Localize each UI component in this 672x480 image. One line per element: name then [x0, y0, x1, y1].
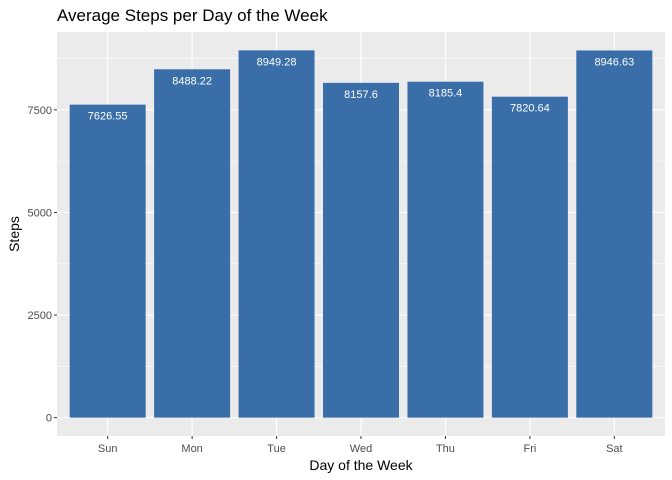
bar-value-label: 8488.22	[172, 75, 212, 87]
chart-title: Average Steps per Day of the Week	[57, 6, 328, 25]
x-tick-label: Wed	[350, 443, 372, 455]
x-tick-label: Fri	[523, 443, 536, 455]
y-tick-label: 2500	[28, 310, 52, 322]
y-axis: 0 2500 5000 7500	[28, 105, 57, 425]
x-tick-label: Mon	[181, 443, 202, 455]
bar-value-label: 7626.55	[88, 111, 128, 123]
bar-thu	[407, 81, 484, 418]
x-axis: Sun Mon Tue Wed Thu Fri Sat	[98, 436, 623, 455]
bar-mon	[154, 69, 231, 418]
bar-value-label: 7820.64	[510, 103, 550, 115]
bar-fri	[491, 96, 568, 418]
y-tick-label: 0	[46, 413, 52, 425]
x-tick-label: Sun	[98, 443, 118, 455]
x-tick-label: Thu	[436, 443, 455, 455]
bar-sun	[69, 104, 146, 418]
bar-sat	[576, 50, 653, 418]
x-tick-label: Tue	[267, 443, 286, 455]
bar-value-label: 8946.63	[594, 56, 634, 68]
bars	[69, 50, 653, 418]
bar-value-label: 8185.4	[429, 88, 463, 100]
y-tick-label: 7500	[28, 105, 52, 117]
y-tick-label: 5000	[28, 207, 52, 219]
y-axis-title: Steps	[6, 216, 22, 252]
bar-value-labels: 7626.55 8488.22 8949.28 8157.6 8185.4 7820.64…	[88, 56, 634, 122]
x-tick-label: Sat	[606, 443, 623, 455]
bar-tue	[238, 50, 315, 418]
bar-value-label: 8949.28	[257, 56, 297, 68]
bar-value-label: 8157.6	[344, 89, 378, 101]
bar-wed	[323, 82, 399, 418]
x-axis-title: Day of the Week	[309, 457, 413, 473]
